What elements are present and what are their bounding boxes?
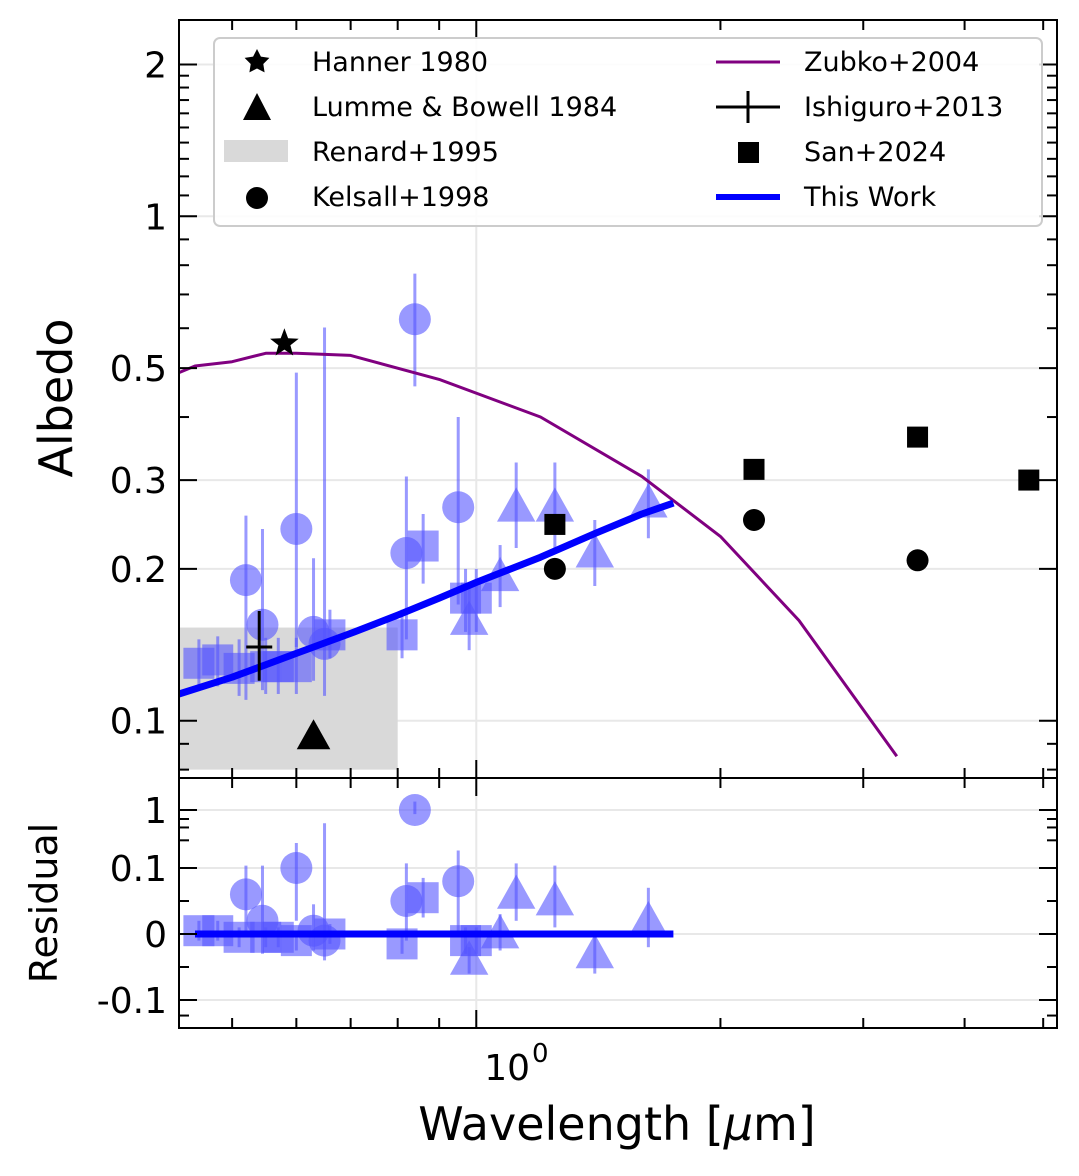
top-y-axis-label: Albedo	[29, 318, 83, 477]
top-data-triangle	[535, 487, 575, 522]
legend-label-kelsall: Kelsall+1998	[312, 182, 489, 213]
circle-icon	[246, 187, 268, 209]
top-panel-data	[183, 273, 668, 700]
top-y-tick-label: 0.2	[110, 550, 167, 591]
bottom-data-triangle	[535, 881, 575, 916]
bottom-panel-grid	[179, 778, 1057, 1028]
bottom-panel-frame	[178, 777, 1058, 1029]
bottom-y-tick-label: 0	[144, 915, 167, 956]
bottom-data-circle	[398, 794, 431, 826]
legend: Hanner 1980 Lumme & Bowell 1984 Renard+1…	[213, 37, 1043, 227]
san-point	[907, 426, 929, 448]
san-point	[1018, 469, 1040, 491]
bottom-panel-data	[183, 794, 668, 975]
top-y-tick-label: 0.3	[110, 461, 167, 502]
legend-entry-zubko: Zubko+2004	[716, 47, 979, 78]
top-y-tick-label: 0.5	[110, 349, 167, 390]
bottom-data-square	[407, 882, 439, 914]
bottom-y-tick-label: 0.1	[110, 849, 167, 890]
legend-entry-this-work: This Work	[716, 182, 936, 213]
top-data-circle	[229, 564, 262, 597]
kelsall-point	[743, 509, 766, 532]
kelsall-point	[906, 549, 929, 572]
legend-entry-san: San+2024	[738, 137, 946, 168]
top-data-square	[407, 530, 439, 562]
legend-entry-hanner: Hanner 1980	[244, 47, 488, 78]
bottom-data-square	[280, 925, 312, 957]
legend-label-zubko: Zubko+2004	[804, 47, 979, 78]
bottom-y-tick-label: 1	[144, 791, 167, 832]
legend-label-this-work: This Work	[803, 182, 936, 213]
legend-label-ishiguro: Ishiguro+2013	[804, 92, 1003, 123]
hanner-point	[270, 328, 299, 356]
bottom-panel-axes: -0.1 0 0.1 1	[97, 778, 1057, 1028]
x-axis-label-text: Wavelength [	[418, 1097, 723, 1151]
top-y-tick-label: 1	[144, 197, 167, 238]
kelsall-point	[543, 557, 566, 580]
triangle-icon	[243, 93, 271, 120]
this-work-line	[177, 499, 675, 698]
top-data-triangle	[449, 600, 489, 635]
legend-label-renard: Renard+1995	[312, 137, 499, 168]
top-y-tick-label: 0.1	[110, 702, 167, 743]
san-point	[544, 513, 566, 535]
legend-label-lumme: Lumme & Bowell 1984	[312, 92, 617, 123]
lumme-point	[296, 719, 331, 750]
errorbar-icon	[716, 91, 780, 123]
band-swatch-icon	[224, 140, 288, 162]
top-panel-reference-points	[246, 328, 1040, 750]
bottom-data-circle	[229, 878, 262, 911]
top-data-square	[386, 619, 418, 651]
bottom-data-triangle	[575, 933, 614, 969]
x-axis-label-mu: μ	[723, 1097, 753, 1151]
top-data-circle	[398, 303, 431, 336]
x-tick-label-base: 10	[484, 1048, 530, 1089]
x-axis-label: Wavelength [μm]	[418, 1097, 816, 1151]
top-panel-axes: 0.1 0.2 0.3 0.5 1 2	[110, 20, 1057, 778]
top-y-tick-label: 2	[144, 45, 167, 86]
x-tick-label-exponent: 0	[532, 1039, 549, 1069]
top-data-triangle	[496, 487, 536, 522]
bottom-y-tick-label: -0.1	[97, 981, 167, 1022]
legend-entry-kelsall: Kelsall+1998	[246, 182, 489, 213]
bottom-data-triangle	[496, 874, 536, 909]
square-icon	[738, 142, 759, 163]
star-icon	[244, 49, 270, 73]
top-data-triangle	[575, 533, 614, 568]
legend-box	[213, 37, 1043, 227]
top-data-circle	[442, 491, 475, 524]
bottom-data-circle	[442, 865, 475, 898]
legend-entry-renard: Renard+1995	[224, 137, 499, 168]
bottom-data-circle	[280, 852, 313, 884]
bottom-data-triangle	[629, 900, 668, 936]
legend-entry-lumme: Lumme & Bowell 1984	[243, 92, 617, 123]
legend-label-san: San+2024	[804, 137, 946, 168]
x-axis-label-unit: m]	[753, 1097, 816, 1151]
top-data-circle	[280, 512, 313, 545]
top-panel-lines	[177, 351, 899, 758]
bottom-data-triangle	[449, 940, 489, 975]
bottom-y-axis-label: Residual	[22, 823, 66, 983]
san-point	[743, 458, 765, 480]
legend-entry-ishiguro: Ishiguro+2013	[716, 91, 1003, 123]
x-tick-label-1: 10	[484, 1048, 530, 1089]
top-data-circle	[246, 608, 279, 641]
zubko-line	[178, 351, 899, 758]
legend-label-hanner: Hanner 1980	[312, 47, 488, 78]
